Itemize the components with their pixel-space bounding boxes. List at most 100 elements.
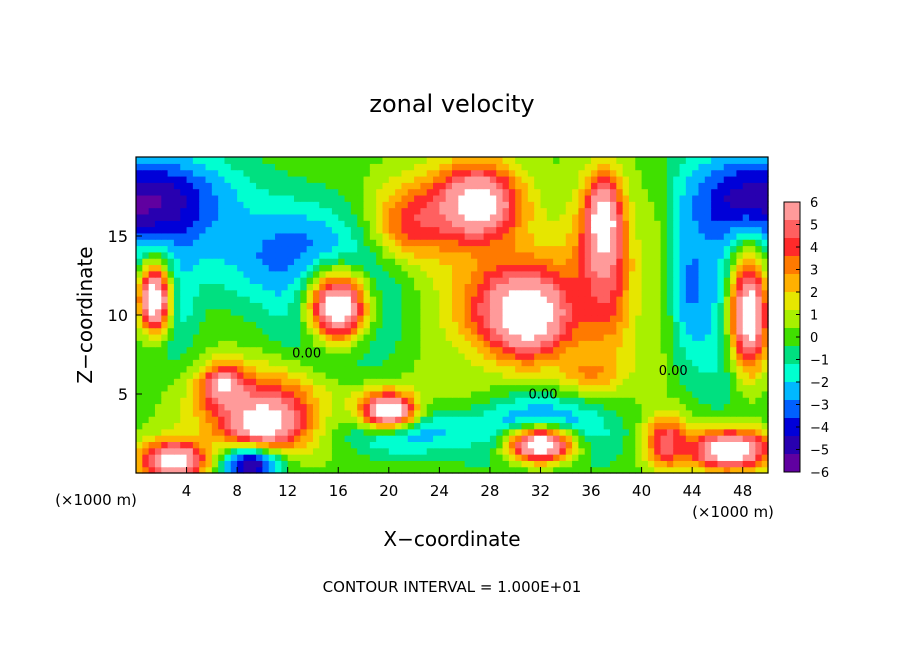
heatmap-cell <box>186 194 194 202</box>
heatmap-cell <box>565 308 573 316</box>
heatmap-cell <box>262 289 270 297</box>
heatmap-cell <box>502 447 510 455</box>
heatmap-cell <box>730 435 737 442</box>
heatmap-cell <box>256 340 263 348</box>
heatmap-cell <box>180 365 188 373</box>
heatmap-cell <box>540 397 548 405</box>
heatmap-cell <box>496 384 504 392</box>
heatmap-cell <box>521 308 529 316</box>
heatmap-cell <box>736 194 744 202</box>
heatmap-cell <box>723 169 731 177</box>
heatmap-cell <box>489 270 497 278</box>
heatmap-cell <box>679 175 687 183</box>
heatmap-cell <box>148 428 156 436</box>
heatmap-cell <box>281 384 289 392</box>
heatmap-cell <box>578 371 586 379</box>
heatmap-cell <box>692 435 700 442</box>
heatmap-cell <box>224 182 232 190</box>
heatmap-cell <box>306 435 314 442</box>
heatmap-cell <box>237 270 245 278</box>
heatmap-cell <box>445 245 453 253</box>
heatmap-cell <box>312 201 320 209</box>
heatmap-cell <box>470 333 478 341</box>
heatmap-cell <box>281 466 289 474</box>
heatmap-cell <box>749 163 756 171</box>
heatmap-cell <box>717 378 725 386</box>
heatmap-cell <box>211 321 219 329</box>
heatmap-cell <box>572 403 579 411</box>
heatmap-cell <box>401 239 409 247</box>
heatmap-cell <box>350 245 358 253</box>
heatmap-cell <box>749 264 756 272</box>
heatmap-cell <box>420 245 428 253</box>
heatmap-cell <box>603 346 611 354</box>
heatmap-cell <box>426 270 434 278</box>
heatmap-cell <box>749 302 756 310</box>
heatmap-cell <box>306 346 314 354</box>
heatmap-cell <box>502 403 510 411</box>
heatmap-cell <box>414 213 421 221</box>
heatmap-cell <box>660 390 668 398</box>
heatmap-cell <box>578 239 586 247</box>
heatmap-cell <box>534 365 542 373</box>
heatmap-cell <box>268 277 276 284</box>
heatmap-cell <box>553 308 561 316</box>
heatmap-cell <box>211 264 219 272</box>
heatmap-cell <box>281 289 289 297</box>
heatmap-cell <box>426 169 434 177</box>
heatmap-cell <box>521 175 529 183</box>
heatmap-cell <box>755 422 763 430</box>
heatmap-cell <box>376 213 384 221</box>
heatmap-cell <box>148 352 156 360</box>
heatmap-cell <box>344 289 352 297</box>
heatmap-cell <box>230 264 238 272</box>
heatmap-cell <box>256 371 263 379</box>
heatmap-cell <box>761 390 769 398</box>
heatmap-cell <box>666 207 674 215</box>
heatmap-cell <box>268 226 276 234</box>
heatmap-cell <box>433 226 440 234</box>
heatmap-cell <box>515 315 523 322</box>
heatmap-cell <box>445 416 453 424</box>
heatmap-cell <box>591 397 598 405</box>
heatmap-cell <box>230 466 238 474</box>
heatmap-cell <box>401 384 409 392</box>
heatmap-cell <box>458 371 466 379</box>
heatmap-cell <box>249 270 257 278</box>
heatmap-cell <box>470 403 478 411</box>
heatmap-cell <box>673 447 681 455</box>
heatmap-cell <box>666 435 674 442</box>
heatmap-cell <box>540 428 548 436</box>
heatmap-cell <box>167 435 175 442</box>
heatmap-cell <box>685 264 693 272</box>
heatmap-cell <box>199 359 207 367</box>
heatmap-cell <box>369 454 377 461</box>
heatmap-cell <box>167 245 175 253</box>
heatmap-cell <box>534 327 542 335</box>
heatmap-cell <box>527 302 535 310</box>
heatmap-cell <box>666 321 674 329</box>
heatmap-cell <box>666 175 674 183</box>
heatmap-cell <box>584 296 592 303</box>
heatmap-cell <box>698 428 706 436</box>
heatmap-cell <box>312 270 320 278</box>
heatmap-cell <box>186 390 194 398</box>
heatmap-cell <box>426 466 434 474</box>
heatmap-cell <box>136 169 143 177</box>
heatmap-cell <box>325 365 333 373</box>
heatmap-cell <box>597 296 605 303</box>
heatmap-cell <box>458 188 466 196</box>
heatmap-cell <box>692 340 700 348</box>
heatmap-cell <box>224 175 232 183</box>
heatmap-cell <box>622 397 630 405</box>
heatmap-cell <box>591 251 598 259</box>
heatmap-cell <box>275 283 282 291</box>
heatmap-cell <box>173 201 181 209</box>
heatmap-cell <box>591 188 598 196</box>
heatmap-cell <box>603 422 611 430</box>
heatmap-cell <box>477 277 485 284</box>
heatmap-cell <box>407 157 415 164</box>
heatmap-cell <box>224 397 232 405</box>
heatmap-cell <box>597 201 605 209</box>
heatmap-cell <box>243 258 251 266</box>
